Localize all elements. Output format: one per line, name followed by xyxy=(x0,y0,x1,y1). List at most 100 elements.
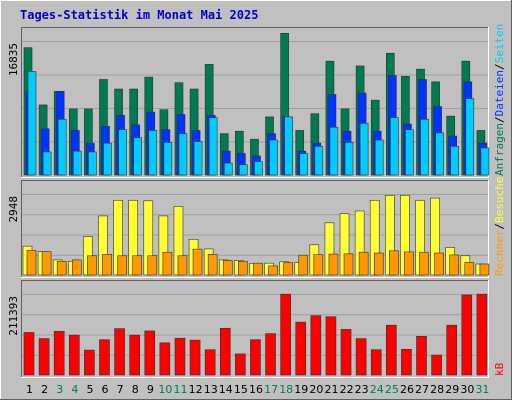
legend-rechner: Rechner xyxy=(493,229,506,276)
x-tick-label-day-23: 23 xyxy=(355,383,369,396)
bar-rechner-day-12 xyxy=(192,248,203,276)
x-tick-label-day-15: 15 xyxy=(234,383,248,396)
bar-rechner-day-22 xyxy=(343,253,354,276)
x-tick-label-day-6: 6 xyxy=(102,383,109,396)
bar-rechner-day-2 xyxy=(41,251,52,276)
bar-kb-day-22 xyxy=(340,329,352,376)
x-tick-label-day-3: 3 xyxy=(56,383,63,396)
y-axis-max-label: 16835 xyxy=(7,43,20,76)
bar-rechner-day-13 xyxy=(207,254,218,276)
bar-rechner-day-30 xyxy=(464,262,475,276)
bar-seiten-day-24 xyxy=(374,139,384,176)
legend-separator: / xyxy=(493,63,506,70)
bar-rechner-day-4 xyxy=(71,259,82,276)
x-tick-label-day-29: 29 xyxy=(445,383,459,396)
bar-kb-day-3 xyxy=(53,331,65,376)
bar-kb-day-24 xyxy=(370,349,382,376)
bar-rechner-day-3 xyxy=(56,260,67,276)
bar-rechner-day-27 xyxy=(419,251,429,276)
bar-seiten-day-21 xyxy=(329,126,339,176)
right-legend-visits: Rechner/Besuche xyxy=(493,177,506,276)
bar-seiten-day-19 xyxy=(299,153,309,176)
bar-kb-day-25 xyxy=(386,324,397,376)
bar-kb-day-5 xyxy=(84,349,95,376)
bar-kb-day-1 xyxy=(23,332,35,376)
bar-kb-day-31 xyxy=(476,293,488,376)
bar-seiten-day-10 xyxy=(163,142,173,176)
bar-seiten-day-20 xyxy=(314,146,324,176)
bar-kb-day-30 xyxy=(461,294,473,376)
bar-seiten-day-26 xyxy=(405,129,414,176)
bar-rechner-day-10 xyxy=(162,251,173,276)
right-legend-hits: Anfragen/Dateien/Seiten xyxy=(493,24,506,176)
legend-anfragen: Anfragen xyxy=(493,123,506,176)
series-rechner xyxy=(26,248,490,276)
bar-kb-day-8 xyxy=(129,334,140,376)
bar-seiten-day-14 xyxy=(223,162,233,176)
bar-kb-day-4 xyxy=(68,334,80,376)
bar-seiten-day-25 xyxy=(390,117,399,176)
bar-rechner-day-5 xyxy=(87,255,97,276)
y-axis-max-label: 2948 xyxy=(7,196,20,223)
x-tick-label-day-17: 17 xyxy=(264,383,278,396)
bar-rechner-day-8 xyxy=(132,255,142,276)
x-tick-label-day-7: 7 xyxy=(117,383,124,396)
legend-separator: / xyxy=(493,116,506,123)
bar-kb-day-10 xyxy=(159,342,171,376)
legend-dateien: Dateien xyxy=(493,70,506,116)
bar-seiten-day-29 xyxy=(450,146,460,176)
bar-kb-day-17 xyxy=(265,333,276,376)
series-seiten xyxy=(27,71,490,176)
legend-seiten: Seiten xyxy=(493,24,506,64)
x-tick-label-day-20: 20 xyxy=(309,383,323,396)
x-tick-label-day-18: 18 xyxy=(279,383,293,396)
bar-seiten-day-9 xyxy=(148,130,158,176)
bar-kb-day-20 xyxy=(310,315,322,376)
bar-kb-day-2 xyxy=(38,338,50,376)
bar-kb-day-21 xyxy=(325,316,337,376)
x-tick-label-day-26: 26 xyxy=(400,383,414,396)
chart-panels: 16835Anfragen/Dateien/Seiten2948Rechner/… xyxy=(7,24,506,378)
legend-separator: / xyxy=(493,223,506,230)
bar-seiten-day-23 xyxy=(359,122,369,176)
bar-seiten-day-18 xyxy=(284,116,293,176)
bar-kb-day-11 xyxy=(174,337,186,376)
bar-rechner-day-7 xyxy=(117,255,127,276)
y-axis-max-label: 211393 xyxy=(7,296,20,336)
bar-kb-day-9 xyxy=(144,330,156,376)
bar-kb-day-29 xyxy=(446,324,458,376)
bar-rechner-day-24 xyxy=(373,252,384,276)
x-tick-label-day-31: 31 xyxy=(475,383,489,396)
x-tick-label-day-22: 22 xyxy=(340,383,354,396)
panel-visits: 2948 Rechner/Besuche xyxy=(7,177,506,278)
bar-rechner-day-21 xyxy=(328,253,339,276)
bar-kb-day-26 xyxy=(401,349,412,376)
bar-seiten-day-5 xyxy=(88,151,97,176)
x-tick-label-day-11: 11 xyxy=(174,383,188,396)
bar-rechner-day-20 xyxy=(313,254,324,276)
bar-kb-day-12 xyxy=(189,339,201,376)
bar-rechner-day-6 xyxy=(102,254,112,276)
bar-rechner-day-16 xyxy=(253,262,263,276)
bar-rechner-day-9 xyxy=(147,255,158,276)
bar-rechner-day-1 xyxy=(26,249,37,276)
x-tick-label-day-28: 28 xyxy=(430,383,444,396)
x-tick-label-day-12: 12 xyxy=(189,383,203,396)
x-tick-label-day-30: 30 xyxy=(460,383,474,396)
bar-kb-day-23 xyxy=(355,338,367,376)
bar-rechner-day-31 xyxy=(479,263,490,276)
bar-seiten-day-11 xyxy=(178,133,188,176)
bar-seiten-day-13 xyxy=(208,117,218,176)
bar-kb-day-14 xyxy=(219,327,231,376)
bar-kb-day-27 xyxy=(416,335,427,376)
x-tick-label-day-1: 1 xyxy=(26,383,33,396)
bar-seiten-day-22 xyxy=(344,142,354,176)
bar-seiten-day-1 xyxy=(27,71,37,176)
x-tick-label-day-24: 24 xyxy=(370,383,384,396)
bar-seiten-day-4 xyxy=(72,150,82,176)
chart-title: Tages-Statistik im Monat Mai 2025 xyxy=(20,8,258,22)
bar-rechner-day-17 xyxy=(268,265,278,276)
